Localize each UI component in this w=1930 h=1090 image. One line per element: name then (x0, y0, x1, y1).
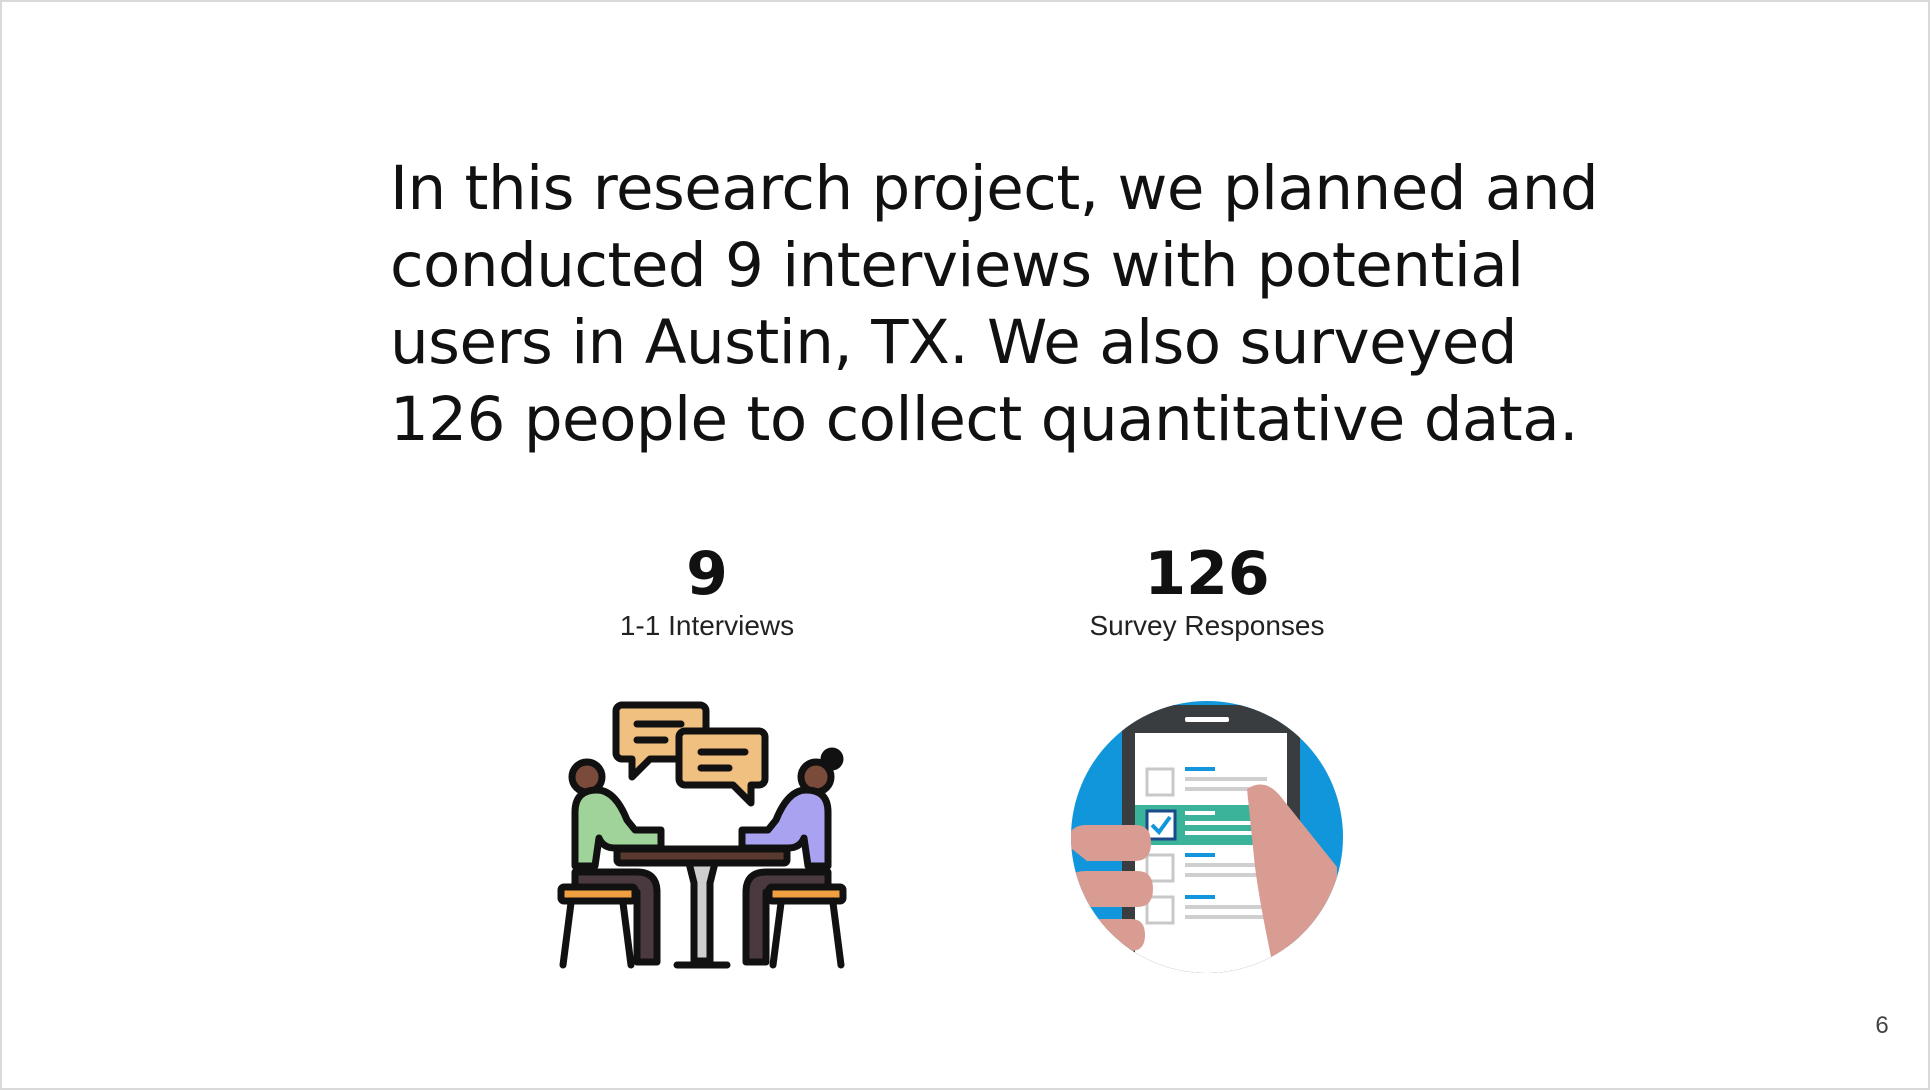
intro-paragraph: In this research project, we planned and… (390, 150, 1630, 458)
survey-phone-icon (1071, 701, 1343, 973)
stat-value: 126 (1144, 539, 1270, 609)
stat-label: Survey Responses (1089, 610, 1325, 641)
intro-line: 126 people to collect quantitative data. (390, 384, 1579, 455)
interview-meeting-icon (557, 701, 847, 969)
stat-value: 9 (686, 539, 728, 609)
stat-survey: 126 Survey Responses (1037, 539, 1377, 643)
intro-line: In this research project, we planned and (390, 153, 1599, 224)
intro-line: users in Austin, TX. We also surveyed (390, 307, 1518, 378)
stat-label: 1-1 Interviews (619, 610, 795, 641)
stat-interviews: 9 1-1 Interviews (537, 539, 877, 643)
intro-line: conducted 9 interviews with potential (390, 230, 1524, 301)
page-number: 6 (1875, 1012, 1889, 1039)
